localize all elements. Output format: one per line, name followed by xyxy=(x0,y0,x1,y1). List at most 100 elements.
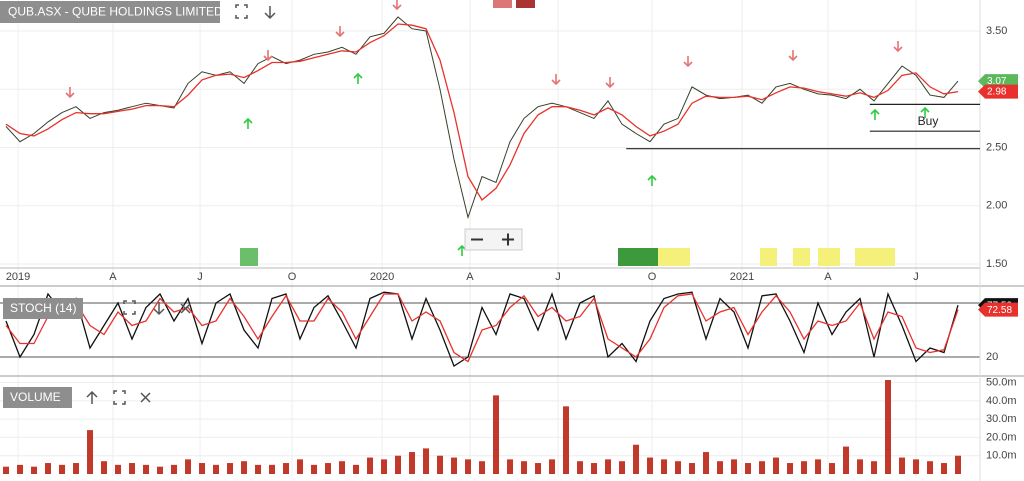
expand-icon[interactable] xyxy=(113,390,126,405)
bar xyxy=(3,466,10,474)
event-box[interactable] xyxy=(658,248,690,266)
bar xyxy=(801,461,808,474)
expand-icon[interactable] xyxy=(235,4,248,19)
event-box[interactable] xyxy=(240,248,258,266)
down-icon[interactable] xyxy=(153,302,165,316)
event-box[interactable] xyxy=(855,248,895,266)
x-tick-label: A xyxy=(824,271,832,283)
sell-signal xyxy=(65,87,75,99)
y-tick-label: 40.0m xyxy=(986,395,1017,407)
down-icon[interactable] xyxy=(264,6,276,20)
bar xyxy=(199,463,206,474)
bar xyxy=(353,464,360,474)
bar xyxy=(549,459,556,474)
bar xyxy=(423,448,430,474)
bar xyxy=(843,446,850,474)
sell-signal xyxy=(335,26,345,38)
bar xyxy=(507,459,514,474)
close-icon[interactable] xyxy=(140,392,151,403)
x-tick-label: A xyxy=(109,271,117,283)
bar xyxy=(283,463,290,474)
bar xyxy=(885,380,892,474)
sell-signal xyxy=(683,56,693,68)
y-tick-label: 30.0m xyxy=(986,413,1017,425)
y-tick-label: 3.50 xyxy=(986,25,1007,37)
bar xyxy=(773,457,780,474)
bar xyxy=(297,459,304,474)
marker[interactable] xyxy=(516,0,535,8)
bar xyxy=(465,459,472,474)
bar xyxy=(563,406,570,474)
event-box[interactable] xyxy=(618,248,660,266)
buy-signal xyxy=(353,72,363,84)
bar xyxy=(311,464,318,474)
bar xyxy=(367,457,374,474)
bar xyxy=(87,430,94,474)
icons xyxy=(86,4,276,405)
close-icon[interactable] xyxy=(180,303,191,314)
buy-signal xyxy=(920,106,930,118)
bar xyxy=(591,463,598,474)
bar xyxy=(941,463,948,474)
bar xyxy=(437,455,444,474)
sell-signal xyxy=(605,77,615,89)
plots xyxy=(3,0,980,474)
bar xyxy=(535,463,542,474)
bar xyxy=(339,461,346,474)
bar xyxy=(493,395,500,474)
y-tick-label: 20 xyxy=(986,351,998,363)
buy-signal xyxy=(870,108,880,120)
bar xyxy=(605,459,612,474)
bar xyxy=(745,463,752,474)
bar xyxy=(31,466,38,474)
x-tick-label: O xyxy=(648,271,657,283)
bar xyxy=(227,463,234,474)
last-value-badge xyxy=(978,302,1018,317)
bar xyxy=(171,464,178,474)
bar xyxy=(479,461,486,474)
bar xyxy=(717,461,724,474)
bar xyxy=(381,459,388,474)
x-tick-label: 2019 xyxy=(6,271,30,283)
sell-signal xyxy=(893,41,903,53)
bar xyxy=(731,459,738,474)
bar xyxy=(577,461,584,474)
sell-signal xyxy=(263,50,273,62)
expand-icon[interactable] xyxy=(123,300,136,315)
bar xyxy=(787,463,794,474)
series-line xyxy=(5,293,959,363)
bar xyxy=(409,452,416,474)
bar xyxy=(703,452,710,474)
last-value-label: 72.58 xyxy=(987,305,1012,316)
last-value-badge xyxy=(978,84,1018,99)
up-icon[interactable] xyxy=(86,390,98,404)
event-box[interactable] xyxy=(818,248,840,266)
bar xyxy=(101,461,108,474)
bar xyxy=(899,457,906,474)
bar xyxy=(185,459,192,474)
y-tick-label: 1.50 xyxy=(986,258,1007,270)
last-value-label: 3.07 xyxy=(987,76,1007,87)
series-line xyxy=(5,23,959,201)
event-box[interactable] xyxy=(760,248,777,266)
zoom-control[interactable] xyxy=(464,228,523,251)
buy-signal xyxy=(647,174,657,186)
sell-signal xyxy=(392,0,402,11)
event-boxes xyxy=(240,248,895,266)
event-box[interactable] xyxy=(793,248,810,266)
last-value-label: 2.98 xyxy=(987,87,1007,98)
bar xyxy=(521,461,528,474)
x-tick-label: 2020 xyxy=(370,271,394,283)
x-tick-label: O xyxy=(288,271,297,283)
bar xyxy=(857,459,864,474)
title-box xyxy=(0,1,220,23)
bar xyxy=(633,444,640,474)
bar xyxy=(395,455,402,474)
marker[interactable] xyxy=(493,0,512,8)
bar xyxy=(759,461,766,474)
y-tick-label: 2.50 xyxy=(986,141,1007,153)
bar xyxy=(619,461,626,474)
bar xyxy=(927,461,934,474)
